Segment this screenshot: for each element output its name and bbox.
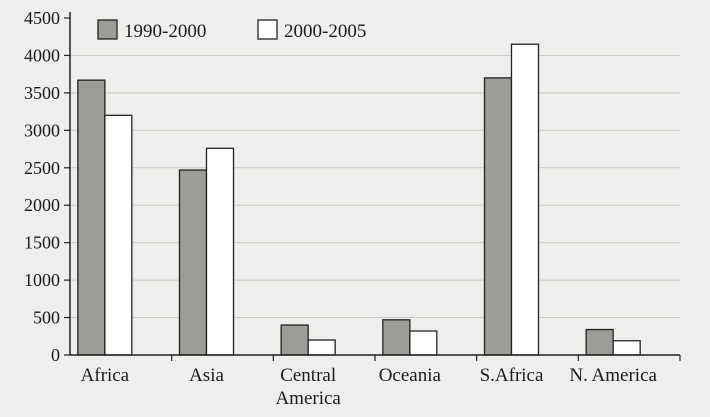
legend-label-series2: 2000-2005 [284,21,366,42]
bar-series1 [585,328,614,356]
y-tick-label: 3000 [24,120,60,140]
y-tick-label: 4000 [24,45,60,65]
bar-series1 [77,79,106,356]
bar-series1 [382,319,411,356]
y-tick-label: 2000 [24,195,60,215]
bar-series1 [178,169,208,356]
x-tick-label: Oceania [379,365,442,386]
x-tick-label: S.Africa [480,365,544,386]
y-tick-label: 500 [33,308,60,328]
x-tick-label: N. America [569,365,657,386]
bar-series2 [205,147,235,356]
bar-series2 [409,330,438,356]
x-tick-label: Asia [189,365,224,386]
y-tick-label: 0 [51,345,60,365]
legend-label-series1: 1990-2000 [124,21,206,42]
axes [69,12,680,356]
y-tick-label: 3500 [24,83,60,103]
x-tick-label: America [275,388,341,409]
x-tick-label: Central [280,365,336,386]
bar-series1 [483,77,513,356]
bar-series2 [612,340,641,356]
y-tick-label: 1000 [24,270,60,290]
bar-series1 [280,324,309,356]
legend-swatch-series2 [257,19,278,40]
bar-series2 [307,339,336,356]
legend-swatch-series1 [97,19,118,40]
legend: 1990-2000 2000-2005 [97,19,366,42]
bar-series2 [104,114,133,356]
y-tick-label: 4500 [24,8,60,28]
bar-series2 [510,43,540,356]
gridlines [70,54,680,319]
y-tick-labels: 0 500 1000 1500 2000 2500 3000 3500 4000 4500 [24,8,70,365]
bars [77,43,641,356]
x-tick-label: Africa [81,365,130,386]
y-tick-label: 1500 [24,233,60,253]
y-tick-label: 2500 [24,158,60,178]
